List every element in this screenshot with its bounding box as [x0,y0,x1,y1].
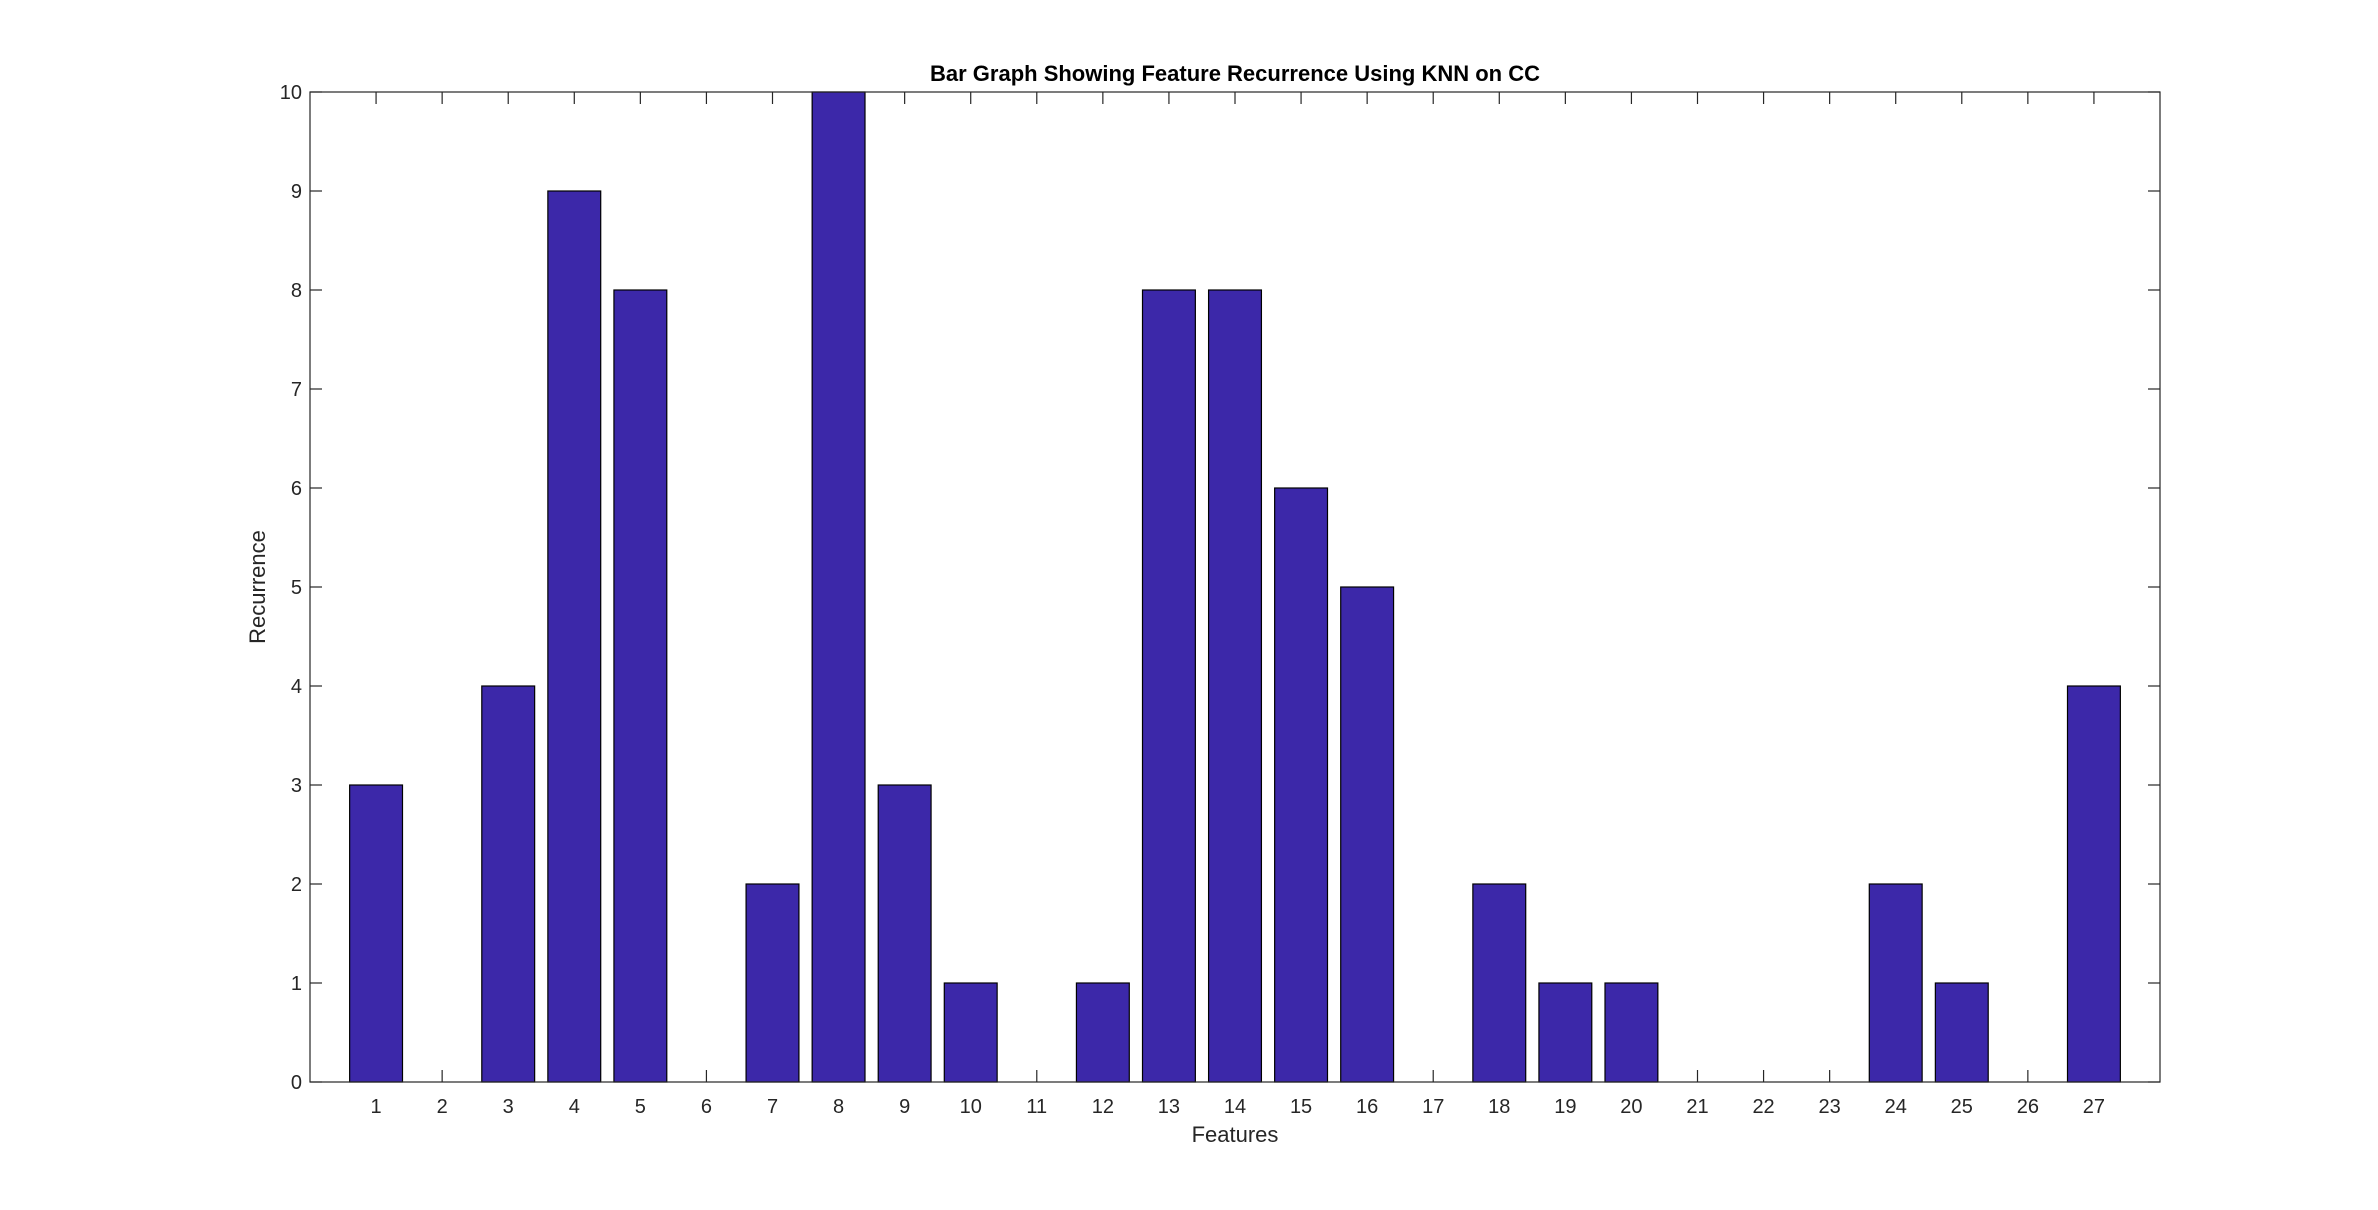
x-tick-label: 7 [767,1096,778,1118]
bar-feature-12 [1075,982,1130,1083]
x-tick-label: 20 [1620,1096,1642,1118]
x-tick-label: 1 [371,1096,382,1118]
y-tick-label: 4 [291,676,302,698]
x-axis-ticks: 1 2 3 4 5 6 7 8 9 10 11 12 13 14 15 16 17 18 19 20 21 22 23 24 2… [371,92,2105,1118]
y-tick-label: 7 [291,379,302,401]
y-tick-label: 10 [280,82,302,104]
y-tick-label: 1 [291,973,302,995]
x-tick-label: 6 [701,1096,712,1118]
x-tick-label: 14 [1224,1096,1246,1118]
y-tick-label: 2 [291,874,302,896]
x-tick-label: 2 [437,1096,448,1118]
x-tick-label: 25 [1951,1096,1973,1118]
y-tick-label: 6 [291,478,302,500]
bar-feature-8 [811,91,866,1083]
x-tick-label: 5 [635,1096,646,1118]
bar-feature-14 [1207,289,1263,1083]
x-tick-label: 24 [1885,1096,1907,1118]
x-tick-label: 27 [2083,1096,2105,1118]
x-tick-label: 16 [1356,1096,1378,1118]
x-tick-label: 19 [1554,1096,1576,1118]
bar-feature-3 [481,685,536,1083]
y-tick-label: 0 [291,1072,302,1094]
bar-feature-9 [877,784,932,1083]
x-tick-label: 12 [1092,1096,1114,1118]
bar-series [349,91,2121,1083]
bar-feature-5 [613,289,668,1083]
x-axis-label: Features [1192,1122,1279,1147]
bar-feature-10 [943,982,998,1083]
x-tick-label: 15 [1290,1096,1312,1118]
y-axis-label: Recurrence [245,530,270,644]
x-tick-label: 10 [960,1096,982,1118]
y-tick-label: 9 [291,181,302,203]
x-tick-label: 8 [833,1096,844,1118]
bar-feature-1 [349,784,404,1083]
y-axis-ticks: 0 1 2 3 4 5 6 7 8 9 10 [280,82,2160,1094]
x-tick-label: 23 [1819,1096,1841,1118]
bar-feature-7 [745,883,800,1083]
bar-feature-13 [1141,289,1196,1083]
y-tick-label: 5 [291,577,302,599]
bar-feature-18 [1472,883,1527,1083]
x-tick-label: 21 [1686,1096,1708,1118]
x-tick-label: 18 [1488,1096,1510,1118]
bar-feature-19 [1538,982,1593,1083]
x-tick-label: 22 [1752,1096,1774,1118]
bar-feature-15 [1274,487,1329,1083]
chart-title: Bar Graph Showing Feature Recurrence Usi… [930,61,1540,86]
bar-feature-16 [1340,586,1395,1083]
bar-feature-20 [1604,982,1659,1083]
x-tick-label: 17 [1422,1096,1444,1118]
bar-feature-4 [547,190,602,1083]
bar-feature-24 [1868,883,1923,1083]
bar-feature-27 [2066,685,2121,1083]
x-tick-label: 4 [569,1096,580,1118]
plot-area-border [309,91,2161,1083]
y-tick-label: 3 [291,775,302,797]
x-tick-label: 3 [503,1096,514,1118]
x-tick-label: 11 [1026,1096,1047,1118]
bar-feature-25 [1934,982,1989,1083]
x-tick-label: 9 [899,1096,910,1118]
x-tick-label: 13 [1158,1096,1180,1118]
x-tick-label: 26 [2017,1096,2039,1118]
y-tick-label: 8 [291,280,302,302]
